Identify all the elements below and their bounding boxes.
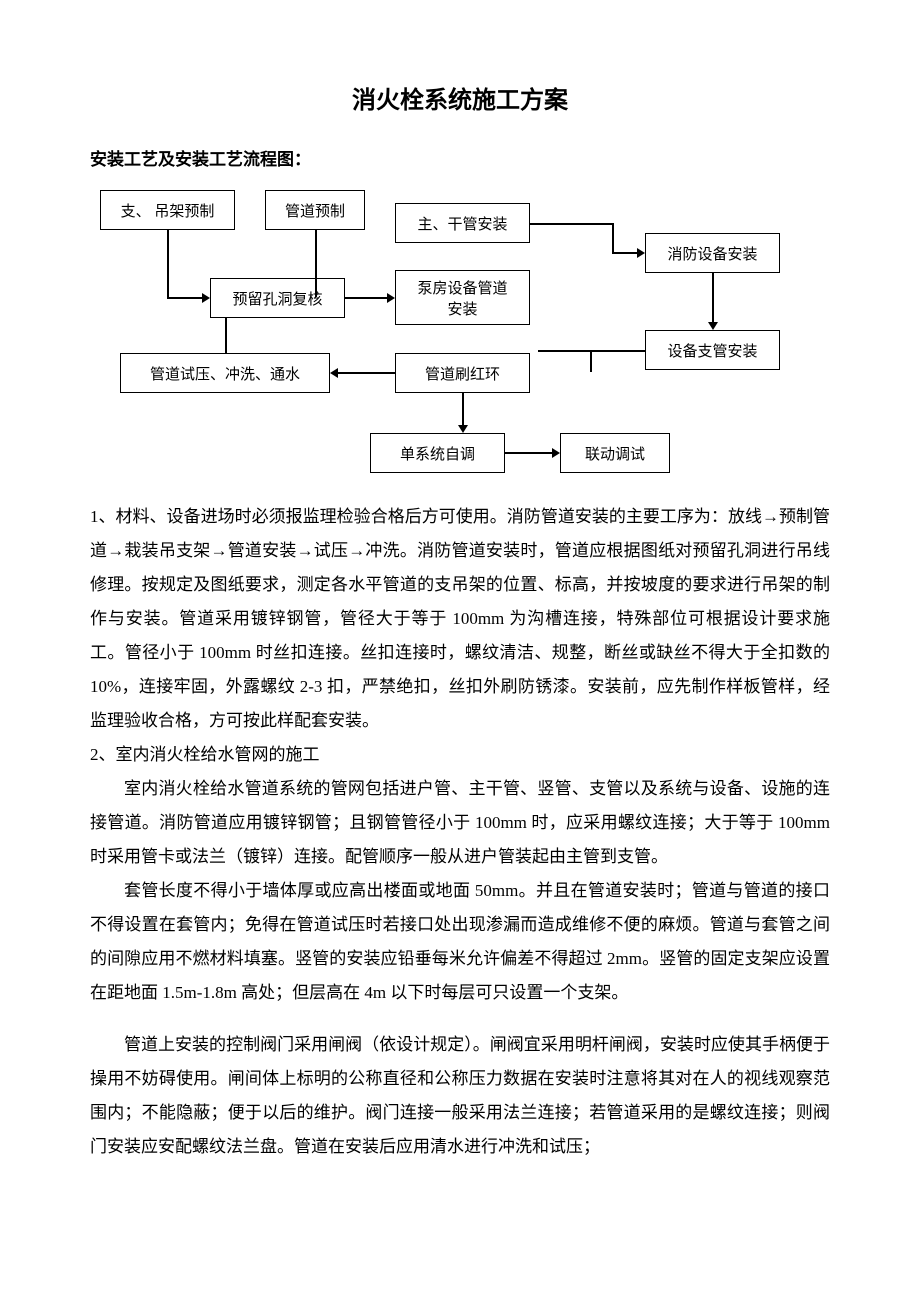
edge-line (612, 223, 614, 253)
flow-node-n7: 设备支管安装 (645, 330, 780, 370)
arrow-head (330, 368, 338, 378)
edge-line (712, 273, 714, 322)
flow-node-n9: 管道刷红环 (395, 353, 530, 393)
edge-line (590, 350, 592, 372)
arrow-head (387, 293, 395, 303)
arrow-head (552, 448, 560, 458)
paragraph-2: 2、室内消火栓给水管网的施工 (90, 738, 830, 772)
paragraph-4: 套管长度不得小于墙体厚或应高出楼面或地面 50mm。并且在管道安装时；管道与管道… (90, 874, 830, 1010)
arrow-head (637, 248, 645, 258)
arrow-head (708, 322, 718, 330)
flow-node-n10: 单系统自调 (370, 433, 505, 473)
arrow-head (458, 425, 468, 433)
flow-node-n3: 主、干管安装 (395, 203, 530, 243)
flow-node-n5: 预留孔洞复核 (210, 278, 345, 318)
document-title: 消火栓系统施工方案 (90, 80, 830, 115)
edge-line (315, 230, 317, 297)
flow-node-n2: 管道预制 (265, 190, 365, 230)
edge-line (538, 350, 645, 352)
paragraph-3: 室内消火栓给水管道系统的管网包括进户管、主干管、竖管、支管以及系统与设备、设施的… (90, 772, 830, 874)
edge-line (225, 318, 227, 353)
edge-line (167, 297, 202, 299)
flow-node-n11: 联动调试 (560, 433, 670, 473)
edge-line (167, 230, 169, 298)
edge-line (338, 372, 395, 374)
section-subtitle: 安装工艺及安装工艺流程图： (90, 145, 830, 170)
edge-line (530, 223, 612, 225)
edge-line (345, 297, 387, 299)
paragraph-5: 管道上安装的控制阀门采用闸阀（依设计规定）。闸阀宜采用明杆闸阀，安装时应使其手柄… (90, 1028, 830, 1164)
paragraph-1: 1、材料、设备进场时必须报监理检验合格后方可使用。消防管道安装的主要工序为：放线… (90, 500, 830, 738)
arrow-head (202, 293, 210, 303)
flow-node-n1: 支、 吊架预制 (100, 190, 235, 230)
flow-node-n6: 泵房设备管道 安装 (395, 270, 530, 325)
edge-line (612, 252, 637, 254)
flow-node-n8: 管道试压、冲洗、通水 (120, 353, 330, 393)
edge-line (505, 452, 552, 454)
flowchart-container: 支、 吊架预制 管道预制 主、干管安装 消防设备安装 预留孔洞复核 泵房设备管道… (90, 185, 830, 475)
edge-line (462, 393, 464, 425)
flow-node-n4: 消防设备安装 (645, 233, 780, 273)
